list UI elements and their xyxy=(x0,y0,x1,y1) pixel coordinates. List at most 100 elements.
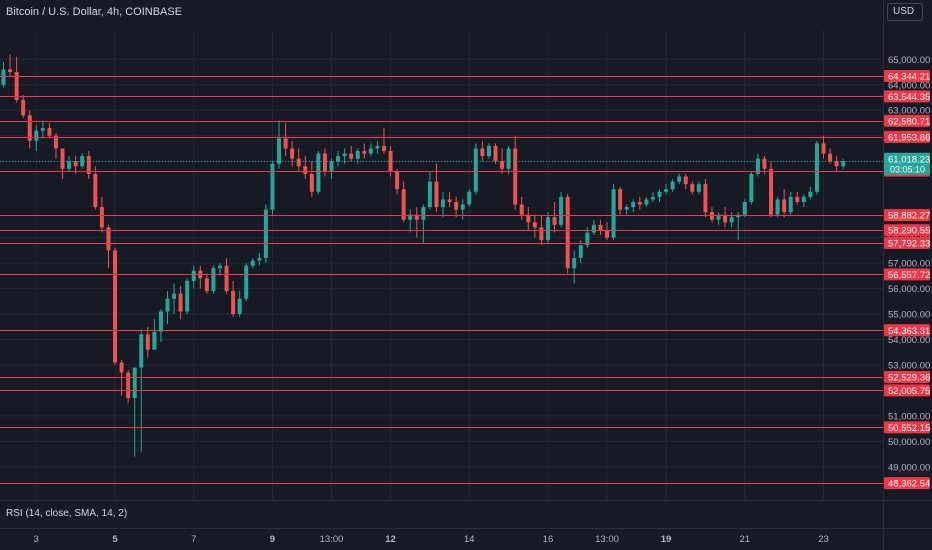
candle-up xyxy=(801,196,806,202)
candle-countdown-label: 03:05:10 xyxy=(890,165,925,175)
candle-down xyxy=(113,250,118,363)
level-price-label-bg xyxy=(884,70,930,83)
candle-up xyxy=(67,161,72,169)
price-axis-tick-label: 50,000.00 xyxy=(888,437,930,448)
candle-up xyxy=(34,130,39,141)
candle-up xyxy=(742,201,747,215)
candle-down xyxy=(500,161,505,169)
candle-up xyxy=(788,196,793,213)
price-axis-tick-label: 54,000.00 xyxy=(888,335,930,346)
time-axis-tick-label: 14 xyxy=(464,534,475,545)
candle-down xyxy=(224,265,229,292)
candle-down xyxy=(178,293,183,312)
price-axis-tick-label: 56,000.00 xyxy=(888,284,930,295)
candle-up xyxy=(408,214,413,220)
candle-down xyxy=(381,145,386,152)
candle-down xyxy=(782,199,787,213)
price-axis-tick-label: 55,000.00 xyxy=(888,310,930,321)
level-price-label: 52,005.75 xyxy=(888,386,930,397)
level-price-label-bg xyxy=(884,209,930,222)
candle-down xyxy=(8,69,13,73)
candle-up xyxy=(257,257,262,261)
candle-up xyxy=(1,69,6,85)
candle-up xyxy=(545,217,550,241)
candle-down xyxy=(401,189,406,220)
candle-up xyxy=(165,298,170,312)
candle-up xyxy=(237,298,242,315)
candle-down xyxy=(834,161,839,167)
currency-button[interactable]: USD xyxy=(887,3,923,21)
candle-up xyxy=(342,153,347,157)
level-price-label: 54,363.31 xyxy=(888,326,930,337)
candle-down xyxy=(762,158,767,169)
candle-down xyxy=(99,207,104,228)
candle-up xyxy=(329,161,334,172)
candle-down xyxy=(434,181,439,208)
level-price-label: 56,557.72 xyxy=(888,270,930,281)
candle-up xyxy=(217,265,222,269)
level-price-label-bg xyxy=(884,324,930,337)
candle-up xyxy=(473,148,478,192)
candle-down xyxy=(53,135,58,149)
candle-up xyxy=(421,207,426,220)
candle-up xyxy=(427,181,432,208)
candle-down xyxy=(769,168,774,215)
candle-up xyxy=(263,209,268,258)
candle-down xyxy=(119,362,124,373)
candle-down xyxy=(539,227,544,241)
level-price-label: 62,580.71 xyxy=(888,116,930,127)
level-price-label-bg xyxy=(884,477,930,490)
candle-down xyxy=(60,148,65,169)
level-price-label: 61,953.86 xyxy=(888,132,930,143)
time-axis-tick-label: 13:00 xyxy=(595,534,619,545)
candle-down xyxy=(290,148,295,159)
price-axis-tick-label: 51,000.00 xyxy=(888,411,930,422)
candle-up xyxy=(657,191,662,197)
level-price-label: 63,544.35 xyxy=(888,92,930,103)
price-axis-tick-label: 64,000.00 xyxy=(888,80,930,91)
candle-up xyxy=(696,184,701,192)
level-price-label-bg xyxy=(884,370,930,383)
candle-down xyxy=(414,214,419,220)
candle-down xyxy=(703,184,708,213)
level-price-label-bg xyxy=(884,236,930,249)
candle-up xyxy=(814,143,819,192)
time-axis-tick-label: 12 xyxy=(385,534,396,545)
candle-up xyxy=(585,232,590,246)
candle-up xyxy=(355,151,360,159)
price-axis-tick-label: 57,000.00 xyxy=(888,259,930,270)
candle-up xyxy=(755,158,760,174)
candle-down xyxy=(309,173,314,192)
candle-up xyxy=(775,199,780,215)
level-price-label-bg xyxy=(884,421,930,434)
candle-up xyxy=(336,156,341,162)
candle-down xyxy=(73,161,78,167)
candle-down xyxy=(618,189,623,210)
time-axis-tick-label: 9 xyxy=(270,534,275,545)
candle-down xyxy=(126,372,131,399)
candle-down xyxy=(795,196,800,202)
candle-up xyxy=(80,156,85,167)
candle-up xyxy=(316,153,321,192)
candle-up xyxy=(749,173,754,202)
price-axis-tick-label: 63,000.00 xyxy=(888,106,930,117)
candle-up xyxy=(670,181,675,190)
candle-down xyxy=(526,214,531,223)
candle-down xyxy=(93,173,98,208)
level-price-label: 57,792.33 xyxy=(888,238,930,249)
candle-up xyxy=(467,191,472,205)
price-axis-tick-label: 65,000.00 xyxy=(888,55,930,66)
candle-down xyxy=(480,148,485,157)
candle-down xyxy=(283,138,288,149)
candle-down xyxy=(47,128,52,136)
candle-down xyxy=(145,334,150,350)
rsi-indicator-label[interactable]: RSI (14, close, SMA, 14, 2) xyxy=(6,508,128,519)
candle-down xyxy=(519,204,524,215)
candle-down xyxy=(690,184,695,192)
candle-down xyxy=(513,148,518,205)
time-axis-tick-label: 5 xyxy=(112,534,118,545)
candle-up xyxy=(664,189,669,192)
candle-down xyxy=(723,214,728,223)
candle-down xyxy=(204,278,209,292)
